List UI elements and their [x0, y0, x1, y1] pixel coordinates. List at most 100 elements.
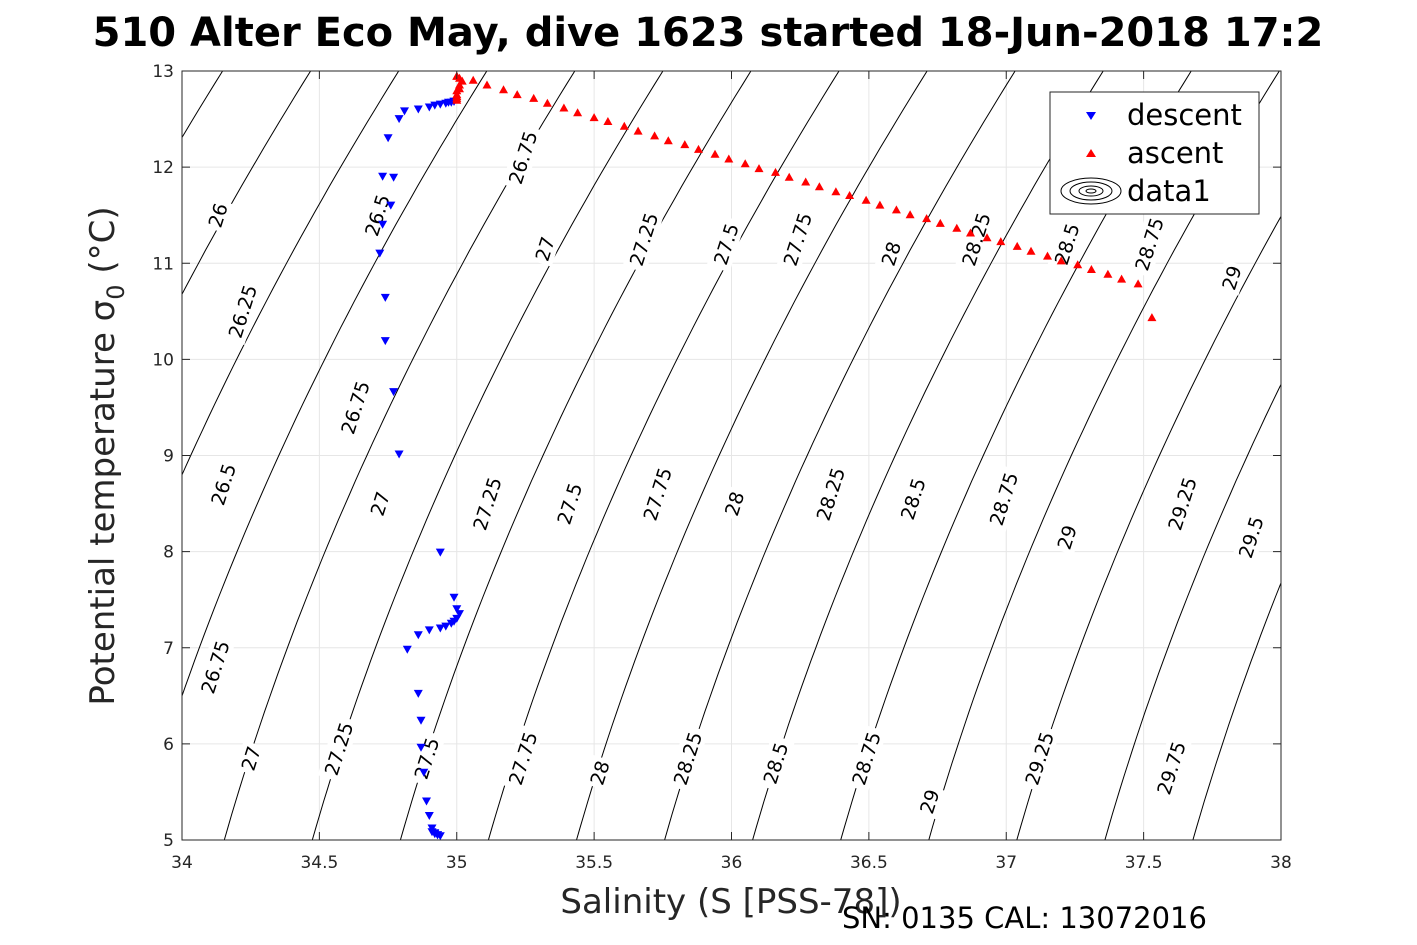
x-tick-label: 36.5: [850, 853, 888, 873]
contour-label-bg: [955, 205, 997, 273]
ascent-point: [482, 80, 492, 89]
contour-line: [399, 71, 752, 840]
descent-point: [416, 716, 426, 725]
contour-label-bg: [357, 186, 397, 244]
contour-label-bg: [501, 123, 544, 192]
contour-label-bg: [1150, 734, 1193, 802]
ascent-point: [982, 233, 992, 242]
ascent-point: [603, 117, 613, 125]
ascent-point: [875, 200, 885, 209]
ascent-point: [1043, 251, 1052, 260]
ascent-point: [1117, 274, 1127, 283]
descent-point: [452, 605, 462, 614]
ascent-point: [499, 85, 508, 94]
descent-point: [435, 624, 445, 633]
contour-label-bg: [706, 215, 746, 273]
descent-point: [424, 103, 434, 112]
ascent-point: [891, 205, 901, 214]
contour-label-bg: [1018, 724, 1061, 792]
descent-point: [380, 337, 390, 346]
descent-point: [389, 173, 399, 182]
x-tick-label: 35.5: [575, 853, 613, 873]
ascent-point: [831, 187, 841, 196]
ascent-point: [650, 131, 660, 140]
contour-label-bg: [203, 455, 243, 513]
y-tick-label: 9: [163, 447, 174, 467]
contour-line: [182, 71, 488, 698]
contour-label-bg: [501, 724, 544, 792]
contour-line: [1104, 383, 1281, 840]
descent-point: [422, 797, 431, 806]
contour-label-bg: [982, 465, 1025, 533]
legend-data1-label: data1: [1127, 174, 1211, 208]
contour-label-bg: [756, 734, 795, 792]
ascent-point: [922, 214, 932, 223]
contour-label-bg: [234, 740, 267, 777]
ascent-point: [619, 121, 629, 130]
descent-point: [413, 689, 423, 698]
ascent-point: [559, 103, 569, 112]
ascent-point: [952, 223, 962, 232]
ascent-point: [740, 159, 750, 168]
legend: descent ascent data1: [1049, 91, 1260, 215]
contour-label-bg: [622, 205, 665, 273]
x-tick-label: 34: [171, 853, 193, 873]
y-tick-label: 10: [152, 350, 174, 370]
contour-line: [223, 71, 576, 840]
contour-label-bg: [809, 460, 852, 528]
descent-point: [413, 631, 423, 640]
contour-label-bg: [1215, 259, 1248, 296]
legend-descent-marker: [1086, 112, 1096, 120]
contour-line: [576, 71, 928, 840]
contour-line: [311, 71, 664, 840]
x-tick-label: 37.5: [1125, 853, 1163, 873]
x-tick-label: 38: [1270, 853, 1292, 873]
y-tick-label: 8: [163, 543, 174, 563]
y-axis-label-subscript: 0: [102, 284, 130, 299]
contour-line: [182, 71, 400, 477]
y-tick-label: 13: [152, 62, 174, 82]
ascent-point: [512, 90, 522, 99]
ascent-point: [905, 210, 915, 219]
ascent-point: [966, 228, 975, 237]
contour-label-bg: [583, 754, 616, 791]
contour-label-bg: [636, 460, 679, 528]
y-axis-ticks: 5 6 7 8 9 10 11 12 13: [152, 62, 1281, 851]
contour-line: [752, 71, 1104, 840]
y-tick-label: 7: [163, 639, 174, 659]
ascent-point: [573, 108, 583, 117]
descent-point: [435, 548, 445, 557]
contour-line: [487, 71, 840, 840]
contour-label-bg: [1161, 469, 1204, 538]
ascent-point: [1026, 246, 1036, 255]
descent-point: [375, 249, 385, 258]
contour-label: 27.5: [706, 215, 746, 273]
contour-label-bg: [666, 724, 709, 792]
contour-label-bg: [776, 205, 819, 273]
ascent-point: [633, 126, 643, 135]
contour-label-bg: [363, 485, 396, 522]
legend-ascent-marker: [1086, 149, 1096, 157]
ascent-point: [1147, 313, 1157, 322]
x-tick-label: 37: [995, 853, 1017, 873]
legend-contour-icon: [1060, 177, 1122, 205]
ascent-point: [996, 237, 1006, 246]
contour-label-bg: [221, 277, 264, 345]
descent-point: [389, 388, 399, 397]
x-tick-label: 35: [446, 853, 468, 873]
legend-box: [1049, 91, 1260, 215]
contour-label-bg: [913, 783, 946, 820]
ascent-point: [861, 195, 871, 204]
contour-label-bg: [1050, 519, 1083, 556]
legend-ascent-label: ascent: [1127, 136, 1223, 170]
contour-label-bg: [194, 633, 236, 701]
contour-label: 27: [234, 740, 267, 777]
contour-line: [1192, 581, 1281, 840]
ascent-point: [935, 218, 945, 227]
y-axis-label: Potential temperature σ0 (°C): [83, 206, 130, 705]
ascent-point: [754, 164, 764, 173]
contour-label-bg: [893, 470, 933, 528]
ascent-point: [542, 98, 552, 107]
ascent-point: [1133, 279, 1143, 288]
